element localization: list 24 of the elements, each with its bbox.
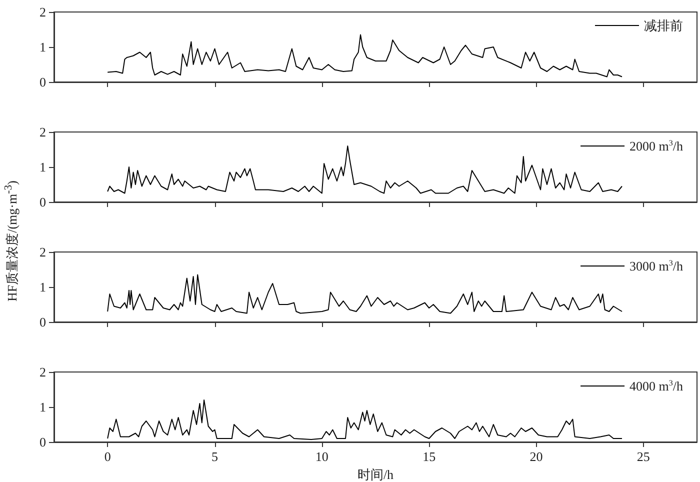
line-series	[107, 34, 622, 78]
line-series	[107, 274, 622, 314]
line-series	[107, 400, 622, 440]
y-tick-label: 2	[40, 244, 46, 260]
x-tick-label: 20	[530, 449, 543, 464]
y-tick-label: 1	[40, 280, 46, 294]
y-tick-label: 2	[40, 4, 46, 20]
y-tick-label: 1	[40, 40, 46, 54]
legend-label: 减排前	[644, 18, 683, 33]
x-tick-label: 0	[104, 449, 111, 464]
y-tick-label: 2	[40, 364, 46, 380]
x-axis-title: 时间/h	[357, 466, 394, 482]
y-tick-label: 0	[40, 434, 46, 450]
y-tick-label: 2	[40, 124, 46, 140]
y-tick-label: 0	[40, 194, 46, 210]
y-tick-label: 1	[40, 400, 46, 414]
y-tick-label: 1	[40, 160, 46, 174]
line-series	[107, 146, 622, 194]
x-tick-label: 25	[636, 449, 650, 464]
x-tick-label: 5	[212, 449, 218, 464]
x-tick-label: 15	[422, 449, 436, 464]
y-tick-label: 0	[40, 314, 46, 330]
x-tick-label: 10	[315, 449, 328, 464]
y-tick-label: 0	[40, 74, 46, 90]
